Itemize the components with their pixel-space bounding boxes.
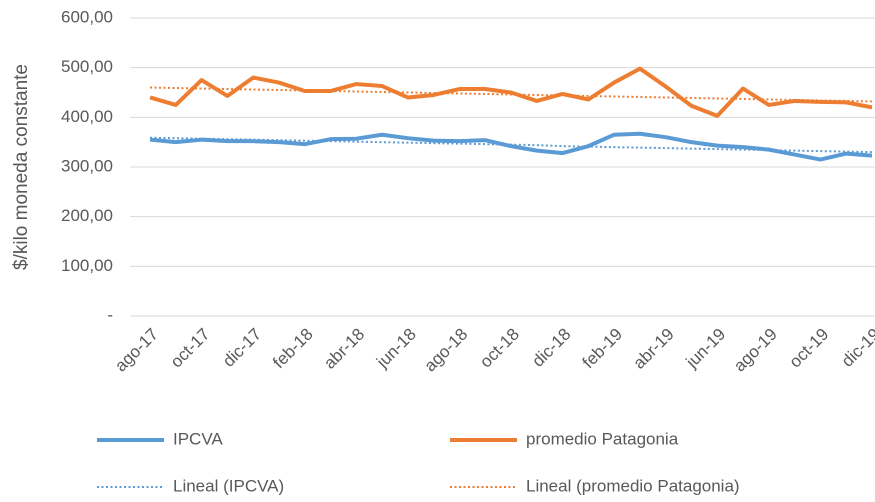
series-line <box>149 66 873 118</box>
x-tick-label: feb-19 <box>579 325 627 373</box>
legend-label: Lineal (IPCVA) <box>173 476 284 495</box>
x-tick-label: ago-17 <box>111 325 162 376</box>
x-tick-label: dic-17 <box>219 325 265 371</box>
x-tick-label: jun-19 <box>682 325 730 373</box>
x-tick-label: abr-19 <box>630 325 678 373</box>
series-line <box>149 136 873 154</box>
x-tick-label: ago-19 <box>730 325 781 376</box>
legend-label: promedio Patagonia <box>526 429 679 448</box>
x-tick-label: dic-19 <box>838 325 875 371</box>
x-tick-label: abr-18 <box>320 325 368 373</box>
series-line <box>149 131 873 162</box>
x-tick-label: ago-18 <box>421 325 472 376</box>
legend-label: IPCVA <box>173 429 223 448</box>
x-tick-label: oct-18 <box>476 325 523 372</box>
x-tick-label: dic-18 <box>528 325 574 371</box>
y-tick-label: 100,00 <box>61 256 113 275</box>
y-tick-label: - <box>107 305 113 324</box>
x-tick-label: jun-18 <box>372 325 420 373</box>
y-tick-label: 300,00 <box>61 156 113 175</box>
x-tick-label: oct-17 <box>167 325 214 372</box>
x-tick-label: feb-18 <box>269 325 317 373</box>
y-tick-label: 200,00 <box>61 206 113 225</box>
y-tick-label: 500,00 <box>61 57 113 76</box>
series-line <box>149 86 873 103</box>
y-tick-label: 400,00 <box>61 107 113 126</box>
x-tick-label: oct-19 <box>786 325 833 372</box>
y-tick-label: 600,00 <box>61 7 113 26</box>
legend-label: Lineal (promedio Patagonia) <box>526 476 740 495</box>
y-axis-title: $/kilo moneda constante <box>11 64 32 270</box>
